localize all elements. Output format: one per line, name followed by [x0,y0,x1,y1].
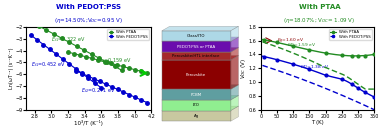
Text: Perovskite/HTL interface: Perovskite/HTL interface [172,54,220,58]
Polygon shape [162,85,239,89]
Point [261,39,267,41]
Polygon shape [231,85,239,100]
Polygon shape [231,106,239,121]
Polygon shape [162,111,231,121]
Polygon shape [162,37,239,41]
Polygon shape [231,48,239,60]
X-axis label: 10³/T (K⁻¹): 10³/T (K⁻¹) [74,120,103,126]
Legend: With PTAA, With PEDOT:PSS: With PTAA, With PEDOT:PSS [107,29,149,40]
Point [355,87,361,89]
Polygon shape [162,48,239,52]
Text: ($\eta$=14.50%;V$_{OC}$=0.95 V): ($\eta$=14.50%;V$_{OC}$=0.95 V) [54,16,123,25]
Text: $E_g$=1.60 eV: $E_g$=1.60 eV [277,36,304,45]
Text: $E_{A2}$=1.38 eV: $E_{A2}$=1.38 eV [300,63,329,71]
Point [274,59,280,61]
Text: Glass/ITO: Glass/ITO [187,34,205,38]
Polygon shape [162,89,231,100]
Polygon shape [162,106,239,111]
Polygon shape [162,31,231,41]
Legend: With PTAA, With PEDOT:PSS: With PTAA, With PEDOT:PSS [329,29,372,40]
Polygon shape [162,100,231,111]
Text: $E_{t1}$=0.322 eV: $E_{t1}$=0.322 eV [51,35,86,44]
Point [307,68,313,70]
Text: PEDOT:PSS or PTAA: PEDOT:PSS or PTAA [177,45,215,49]
Point [361,55,367,57]
Polygon shape [162,41,231,52]
Text: ($\eta$=18.07%; V$_{OC}$= 1.09 V): ($\eta$=18.07%; V$_{OC}$= 1.09 V) [283,16,356,25]
Point [349,55,355,57]
Point [371,53,377,55]
Point [261,55,267,58]
Polygon shape [231,37,239,52]
Point [339,54,345,56]
Y-axis label: $V_{OC}$ (V): $V_{OC}$ (V) [239,58,248,79]
Point [322,74,328,76]
Point [274,41,280,44]
Point [371,96,377,98]
Point [290,45,296,47]
Point [349,83,355,85]
Polygon shape [231,95,239,111]
Point [361,91,367,93]
Text: Perovskite: Perovskite [186,73,206,77]
Text: $E_{A1}$=1.59 eV: $E_{A1}$=1.59 eV [287,41,316,49]
Text: $E_{t2}$=0.159 eV: $E_{t2}$=0.159 eV [97,56,132,65]
Text: $E_{t2}$=0.271 eV: $E_{t2}$=0.271 eV [81,86,115,95]
Point [322,52,328,54]
Point [339,78,345,80]
Text: With PTAA: With PTAA [299,4,340,10]
X-axis label: T (K): T (K) [311,120,324,125]
Y-axis label: Ln(ωT⁻²) (s⁻¹K⁻²): Ln(ωT⁻²) (s⁻¹K⁻²) [9,48,14,89]
Text: Ag: Ag [194,114,199,118]
Text: IZO: IZO [193,103,200,107]
Text: $E_{t1}$=0.452 eV: $E_{t1}$=0.452 eV [31,60,65,69]
Polygon shape [162,60,231,89]
Point [290,63,296,65]
Polygon shape [162,95,239,100]
Polygon shape [231,26,239,41]
Polygon shape [162,56,239,60]
Polygon shape [231,56,239,89]
Polygon shape [162,26,239,31]
Polygon shape [162,52,231,60]
Text: With PEDOT:PSS: With PEDOT:PSS [56,4,121,10]
Text: PCBM: PCBM [191,93,202,97]
Point [307,49,313,51]
Point [355,55,361,57]
